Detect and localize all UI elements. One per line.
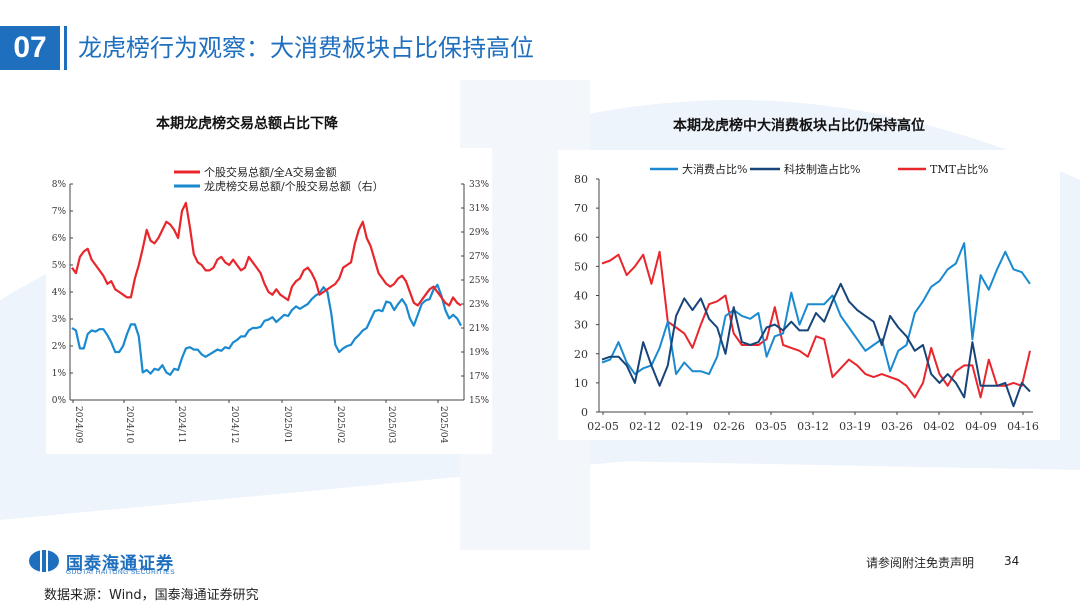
chart2-x-tick-label: 02-12 [629, 420, 661, 433]
chart2-y-tick-label: 40 [574, 290, 588, 303]
chart1-right-tick-label: 33% [469, 180, 489, 190]
chart2-y-tick-label: 20 [574, 348, 588, 361]
chart2-y-tick-label: 10 [574, 377, 588, 390]
chart2-x-tick-label: 02-26 [713, 420, 745, 433]
chart1-right-tick-label: 31% [469, 204, 489, 214]
chart1-left-tick-label: 6% [52, 234, 67, 244]
chart1-x-tick-label: 2024/12 [229, 406, 239, 443]
chart2-y-tick-label: 80 [574, 173, 588, 186]
chart2-x-tick-label: 04-16 [1007, 420, 1039, 433]
chart1-right-tick-label: 23% [469, 300, 489, 310]
chart2-y-tick-label: 50 [574, 260, 588, 273]
chart1-x-tick-label: 2025/01 [282, 406, 292, 443]
company-logo-name: 国泰海通证券 [66, 554, 174, 574]
chart1-right-tick-label: 15% [469, 396, 489, 406]
chart2-panel [558, 150, 1060, 440]
chart2-x-tick-label: 03-05 [755, 420, 787, 433]
chart1-left-tick-label: 7% [52, 207, 67, 217]
chart2-series-tmt-line [601, 250, 1031, 399]
chart2-x-tick-label: 02-19 [671, 420, 703, 433]
chart1-series-right-line [71, 283, 462, 376]
chart2-y-tick-label: 30 [574, 319, 588, 332]
chart2-x-tick-label: 03-26 [881, 420, 913, 433]
chart1-right-tick-label: 29% [469, 228, 489, 238]
chart2-legend-label: 科技制造占比% [784, 162, 860, 176]
chart1-x-tick-label: 2024/10 [124, 406, 134, 444]
chart1-x-tick-label: 2025/04 [438, 406, 448, 444]
chart2-x-tick-label: 02-05 [587, 420, 619, 433]
chart1-left-tick-label: 2% [52, 342, 67, 352]
chart1-right-tick-label: 19% [469, 348, 489, 358]
chart2-legend-label: 大消费占比% [682, 162, 747, 176]
chart1-left-tick-label: 3% [52, 315, 67, 325]
chart2-x-tick-label: 04-02 [923, 420, 955, 433]
page-title: 龙虎榜行为观察：大消费板块占比保持高位 [78, 34, 534, 62]
section-divider [64, 26, 67, 70]
chart2-series-consumer-line [601, 242, 1031, 376]
chart2-y-tick-label: 0 [581, 406, 588, 419]
chart2-y-tick-label: 70 [574, 202, 588, 215]
chart1-title: 本期龙虎榜交易总额占比下降 [156, 116, 338, 132]
chart1-left-tick-label: 8% [52, 180, 67, 190]
data-source-note: 数据来源：Wind，国泰海通证券研究 [44, 588, 259, 603]
chart1-left-tick-label: 5% [52, 261, 67, 271]
chart1-x-tick-label: 2025/02 [335, 406, 345, 443]
chart2-legend-label: TMT占比% [930, 162, 988, 176]
chart2-series-tech-line [601, 282, 1031, 408]
disclaimer-link[interactable]: 请参阅附注免责声明 [866, 556, 975, 570]
chart2-title: 本期龙虎榜中大消费板块占比仍保持高位 [673, 118, 925, 134]
chart2-x-tick-label: 04-09 [965, 420, 997, 433]
chart1-right-tick-label: 17% [469, 372, 489, 382]
section-number-badge: 07 [0, 26, 60, 70]
chart2-x-tick-label: 03-19 [839, 420, 871, 433]
chart1-x-tick-label: 2024/11 [176, 406, 186, 443]
chart1-plot: 0% 1% 2% 3% 4% 5% 6% 7% 8% 15% 17% 19% 21% 23% 25% 27% 2… [52, 165, 490, 444]
chart1-series-left-line [71, 201, 462, 307]
chart1-x-tick-label: 2025/03 [386, 406, 396, 444]
page-number: 34 [1004, 554, 1020, 568]
chart2-y-tick-label: 60 [574, 231, 588, 244]
company-logo-english: GUOTAI HAITONG SECURITIES [66, 569, 176, 576]
chart1-left-tick-label: 4% [52, 288, 67, 298]
chart1-right-tick-label: 27% [469, 252, 489, 262]
chart1-right-tick-label: 25% [469, 276, 489, 286]
chart1-legend-label: 龙虎榜交易总额/个股交易总额（右） [204, 179, 384, 193]
company-logo-icon [29, 550, 59, 572]
chart2-plot: 0 10 20 30 40 50 60 70 80 02-05 02-12 02-19 02-26 03-… [574, 162, 1039, 433]
chart1-left-tick-label: 0% [52, 396, 67, 406]
chart1-x-tick-label: 2024/09 [73, 406, 83, 444]
chart1-legend-label: 个股交易总额/全A交易金额 [204, 165, 337, 179]
chart1-right-tick-label: 21% [469, 324, 489, 334]
chart2-x-tick-label: 03-12 [797, 420, 829, 433]
chart1-left-tick-label: 1% [52, 369, 67, 379]
chart1-panel [46, 148, 492, 454]
